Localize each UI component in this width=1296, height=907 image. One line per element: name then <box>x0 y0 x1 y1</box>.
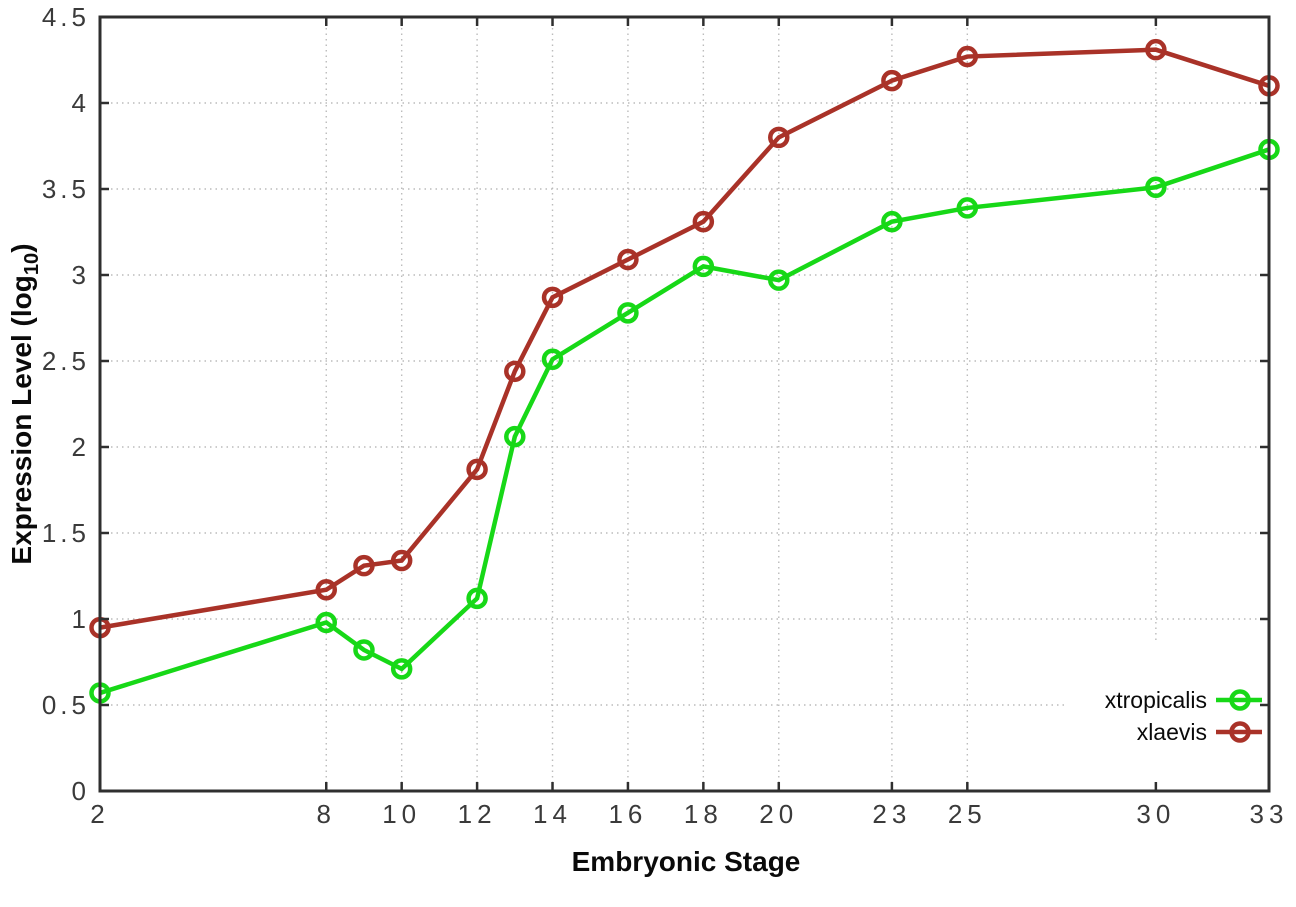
y-axis-title-suffix: ) <box>5 243 37 253</box>
data-point-xlaevis <box>881 69 903 92</box>
data-point-xlaevis <box>617 248 639 271</box>
legend-item-xtropicalis: xtropicalis <box>1105 684 1262 716</box>
y-tick-label: 3.5 <box>41 174 90 204</box>
axis-ticks <box>98 15 1271 793</box>
x-tick-label: 23 <box>872 799 912 829</box>
data-point-xtropicalis <box>881 210 903 233</box>
data-point-xtropicalis <box>541 348 564 371</box>
data-point-xtropicalis <box>390 658 413 680</box>
y-tick-label: 4 <box>71 88 90 118</box>
y-axis-title-subscript: 10 <box>21 252 44 276</box>
x-tick-label: 10 <box>382 799 422 829</box>
y-tick-label: 1.5 <box>41 518 90 548</box>
data-point-xtropicalis <box>353 639 375 661</box>
data-point-xtropicalis <box>466 587 488 610</box>
data-point-xlaevis <box>353 554 375 577</box>
data-point-xlaevis <box>768 126 790 149</box>
line-circle-marker-icon <box>1216 721 1262 743</box>
x-tick-label: 33 <box>1249 799 1289 829</box>
data-point-xtropicalis <box>504 425 526 448</box>
y-tick-label: 0.5 <box>41 690 90 720</box>
x-tick-label: 16 <box>608 799 648 829</box>
x-tick-label: 8 <box>316 799 336 829</box>
y-axis-title-text: Expression Level (log <box>5 275 37 565</box>
series-xtropicalis <box>89 138 1280 704</box>
x-tick-label: 18 <box>683 799 723 829</box>
data-point-xtropicalis <box>692 255 715 278</box>
data-point-xlaevis <box>692 210 715 233</box>
data-point-xlaevis <box>541 286 564 309</box>
x-tick-label: 12 <box>457 799 497 829</box>
y-tick-label: 3 <box>71 260 90 290</box>
y-axis-title: Expression Level (log10) <box>6 243 44 564</box>
data-point-xtropicalis <box>956 197 979 219</box>
legend-item-xlaevis: xlaevis <box>1137 716 1262 748</box>
x-tick-label: 14 <box>533 799 572 829</box>
y-tick-label: 0 <box>71 776 90 806</box>
data-point-xlaevis <box>1145 38 1167 61</box>
x-axis-title: Embryonic Stage <box>571 846 801 877</box>
data-point-xlaevis <box>504 360 526 383</box>
x-tick-label: 25 <box>947 799 987 829</box>
legend-label: xtropicalis <box>1104 686 1207 713</box>
x-tick-label: 30 <box>1136 799 1176 829</box>
legend-label: xlaevis <box>1136 718 1207 745</box>
data-point-xlaevis <box>315 579 338 601</box>
y-tick-label: 4.5 <box>41 2 90 32</box>
plot-border <box>98 15 1271 793</box>
y-tick-label: 2.5 <box>41 346 90 376</box>
data-point-xtropicalis <box>617 302 639 324</box>
data-point-xlaevis <box>956 45 979 68</box>
y-tick-label: 1 <box>71 604 90 634</box>
y-tick-label: 2 <box>71 432 90 462</box>
line-circle-marker-icon <box>1216 689 1262 711</box>
x-tick-label: 2 <box>90 799 110 829</box>
data-point-xlaevis <box>466 458 488 481</box>
series-line-xlaevis <box>99 47 1270 630</box>
data-point-xlaevis <box>390 549 413 572</box>
legend-background <box>1068 642 1266 788</box>
data-point-xtropicalis <box>768 269 790 291</box>
data-point-xtropicalis <box>315 611 338 634</box>
series-xlaevis <box>89 38 1280 639</box>
x-tick-label: 20 <box>759 799 799 829</box>
data-point-xtropicalis <box>1145 176 1167 199</box>
